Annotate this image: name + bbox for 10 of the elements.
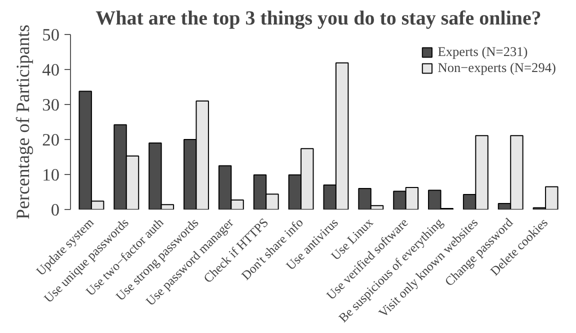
y-axis-title: Percentage of Participants [13,24,34,220]
legend-label: Experts (N=231) [438,44,528,60]
y-tick-label: 50 [42,26,60,44]
y-tick-label: 0 [50,200,60,220]
y-tick-label: 10 [42,166,60,184]
legend-label: Non−experts (N=294) [438,60,556,76]
y-tick-label: 40 [42,60,60,80]
y-tick-label: 20 [42,130,60,150]
y-tick-label: 30 [42,96,60,114]
chart-title: What are the top 3 things you do to stay safe online? [96,8,542,30]
